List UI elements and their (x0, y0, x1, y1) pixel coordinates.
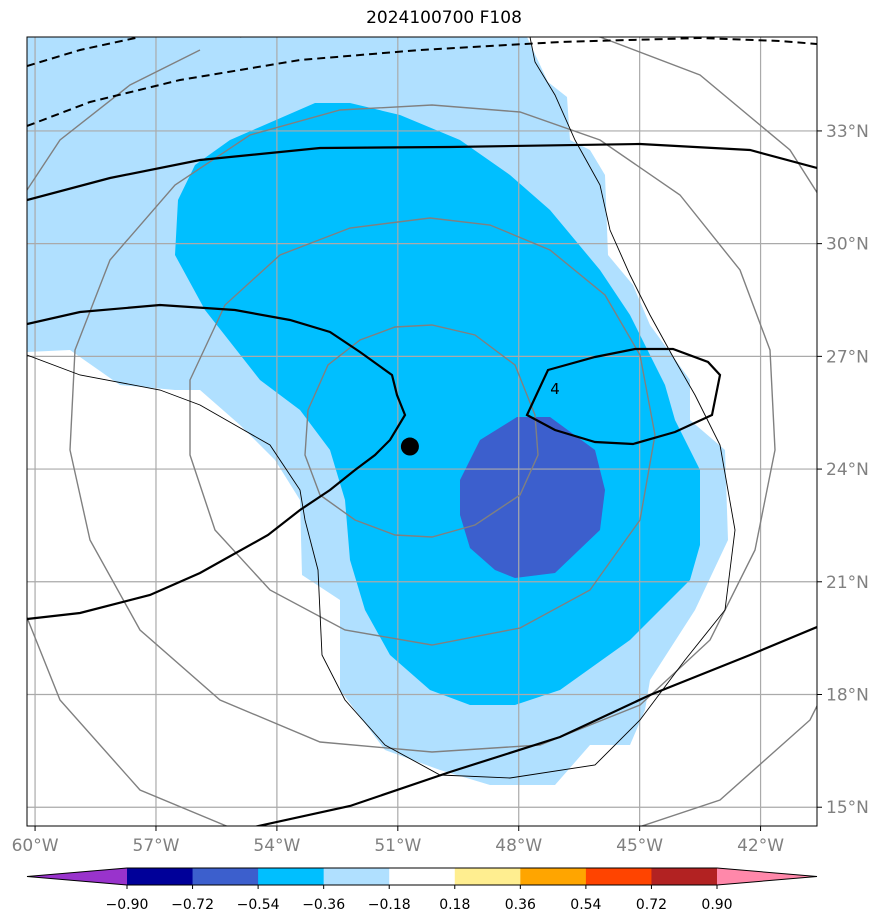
lat-tick-label: 18°N (826, 686, 869, 706)
lat-tick-label: 15°N (826, 798, 869, 818)
dashed-contour-1 (27, 37, 817, 127)
contour-north (27, 142, 817, 202)
colorbar-segment (389, 868, 456, 885)
dashed-contour-2 (27, 37, 141, 67)
colorbar-tick-label: 0.18 (439, 897, 470, 913)
storm-center-marker (400, 437, 419, 456)
colorbar-segment (127, 868, 194, 885)
dashed-contours (27, 37, 817, 127)
colorbar-tick-label: −0.54 (237, 897, 280, 913)
lat-tick-label: 24°N (826, 460, 869, 480)
colorbar-segment (454, 868, 521, 885)
lon-tick-label: 57°W (133, 836, 180, 856)
colorbar-tick-label: −0.90 (106, 897, 149, 913)
colorbar-tick-label: 0.90 (701, 897, 732, 913)
map-title: 2024100700 F108 (366, 8, 522, 28)
colorbar-tick-label: −0.18 (368, 897, 411, 913)
latitude-tick-labels: 15°N 18°N 21°N 24°N 27°N 30°N 33°N (817, 122, 869, 818)
height-contours (27, 142, 817, 826)
colorbar-segment (585, 868, 652, 885)
contour-east-loop (525, 347, 722, 446)
colorbar-tick-label: 0.54 (570, 897, 601, 913)
lat-tick-label: 21°N (826, 573, 869, 593)
lon-tick-label: 54°W (253, 836, 300, 856)
colorbar-segment (192, 868, 259, 885)
colorbar-tick-label: 0.36 (505, 897, 536, 913)
lon-tick-label: 42°W (737, 836, 784, 856)
colorbar: −0.90 −0.72 −0.54 −0.36 −0.18 0.18 0.36 0.54 0.7… (26, 867, 818, 913)
colorbar-segment (27, 868, 127, 885)
range-ring-4 (27, 37, 817, 826)
contour-west (27, 303, 407, 621)
range-ring-2 (189, 217, 656, 646)
colorbar-segment (520, 868, 587, 885)
lat-tick-label: 30°N (826, 235, 869, 255)
range-rings (27, 37, 817, 826)
lat-tick-label: 27°N (826, 347, 869, 367)
plot-frame (26, 36, 818, 827)
colorbar-segment (323, 868, 390, 885)
lon-tick-label: 60°W (12, 836, 59, 856)
colorbar-tick-label: −0.72 (171, 897, 214, 913)
colorbar-tick-label: −0.36 (302, 897, 345, 913)
colorbar-segment (717, 868, 817, 885)
lon-tick-label: 48°W (495, 836, 542, 856)
lat-tick-label: 33°N (826, 122, 869, 142)
lon-tick-label: 51°W (374, 836, 421, 856)
gridlines (27, 37, 817, 826)
anomaly-region-dark (460, 417, 605, 578)
range-ring-1 (304, 324, 539, 538)
contour-south (253, 625, 817, 826)
colorbar-tick-label: 0.72 (636, 897, 667, 913)
range-ring-3 (69, 104, 776, 753)
lon-tick-label: 45°W (616, 836, 663, 856)
boundary-line (27, 37, 736, 779)
longitude-tick-labels: 60°W 57°W 54°W 51°W 48°W 45°W 42°W (12, 826, 784, 856)
colorbar-segment (651, 868, 718, 885)
colorbar-segment (258, 868, 325, 885)
contour-label: 4 (550, 380, 560, 398)
